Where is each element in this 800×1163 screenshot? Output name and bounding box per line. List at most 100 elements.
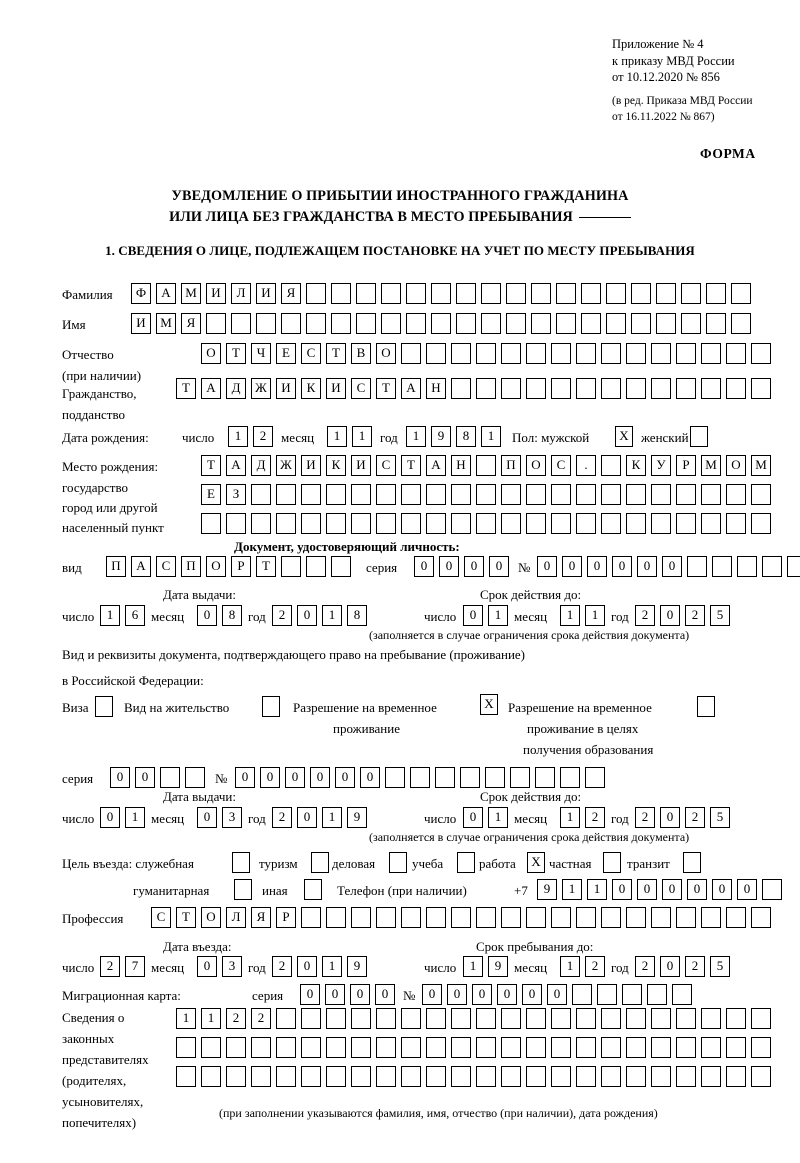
comb-cell[interactable]: В bbox=[351, 343, 371, 364]
comb-cell[interactable] bbox=[526, 907, 546, 928]
comb-cell[interactable]: Д bbox=[226, 378, 246, 399]
comb-cell[interactable]: А bbox=[226, 455, 246, 476]
comb-cell[interactable]: 0 bbox=[335, 767, 355, 788]
comb-cell[interactable]: Н bbox=[426, 378, 446, 399]
comb-cell[interactable]: 0 bbox=[110, 767, 130, 788]
comb-cell[interactable] bbox=[306, 283, 326, 304]
comb-cell[interactable] bbox=[401, 1008, 421, 1029]
comb-cell[interactable]: 0 bbox=[463, 807, 483, 828]
comb-cell[interactable] bbox=[351, 907, 371, 928]
comb-cell[interactable] bbox=[410, 767, 430, 788]
comb-cell[interactable]: 0 bbox=[522, 984, 542, 1005]
comb-cell[interactable]: Е bbox=[201, 484, 221, 505]
comb-cell[interactable]: 9 bbox=[537, 879, 557, 900]
comb-cell[interactable]: 0 bbox=[712, 879, 732, 900]
comb-cell[interactable] bbox=[426, 343, 446, 364]
comb-cell[interactable] bbox=[356, 313, 376, 334]
comb-cell[interactable]: 1 bbox=[327, 426, 347, 447]
comb-cell[interactable]: 0 bbox=[660, 807, 680, 828]
comb-cell[interactable] bbox=[306, 556, 326, 577]
comb-cell[interactable] bbox=[301, 1066, 321, 1087]
comb-cell[interactable] bbox=[687, 556, 707, 577]
comb-cell[interactable] bbox=[626, 378, 646, 399]
comb-cell[interactable] bbox=[706, 283, 726, 304]
purpose-official-checkbox[interactable] bbox=[232, 852, 250, 873]
comb-cell[interactable]: 0 bbox=[637, 556, 657, 577]
comb-cell[interactable] bbox=[526, 1066, 546, 1087]
comb-cell[interactable] bbox=[476, 484, 496, 505]
comb-cell[interactable]: 1 bbox=[562, 879, 582, 900]
comb-cell[interactable] bbox=[726, 1008, 746, 1029]
comb-cell[interactable]: 2 bbox=[253, 426, 273, 447]
comb-cell[interactable]: 0 bbox=[100, 807, 120, 828]
comb-cell[interactable] bbox=[762, 556, 782, 577]
comb-cell[interactable] bbox=[601, 1066, 621, 1087]
comb-cell[interactable] bbox=[351, 1008, 371, 1029]
comb-cell[interactable] bbox=[726, 907, 746, 928]
comb-cell[interactable]: 2 bbox=[272, 605, 292, 626]
comb-cell[interactable] bbox=[701, 513, 721, 534]
comb-cell[interactable]: А bbox=[131, 556, 151, 577]
comb-cell[interactable]: 2 bbox=[100, 956, 120, 977]
comb-cell[interactable] bbox=[456, 313, 476, 334]
comb-cell[interactable] bbox=[326, 907, 346, 928]
comb-cell[interactable] bbox=[451, 343, 471, 364]
comb-cell[interactable] bbox=[551, 907, 571, 928]
comb-cell[interactable] bbox=[626, 1066, 646, 1087]
comb-cell[interactable] bbox=[185, 767, 205, 788]
comb-cell[interactable] bbox=[276, 1066, 296, 1087]
comb-cell[interactable] bbox=[276, 1037, 296, 1058]
comb-cell[interactable] bbox=[176, 1066, 196, 1087]
comb-cell[interactable] bbox=[501, 343, 521, 364]
comb-cell[interactable]: 0 bbox=[547, 984, 567, 1005]
comb-cell[interactable] bbox=[276, 1008, 296, 1029]
temp-residence-checkbox[interactable]: X bbox=[480, 694, 498, 715]
comb-cell[interactable]: П bbox=[501, 455, 521, 476]
comb-cell[interactable]: О bbox=[526, 455, 546, 476]
comb-cell[interactable] bbox=[576, 1008, 596, 1029]
comb-cell[interactable] bbox=[712, 556, 732, 577]
comb-cell[interactable] bbox=[485, 767, 505, 788]
comb-cell[interactable]: А bbox=[201, 378, 221, 399]
comb-cell[interactable]: 0 bbox=[260, 767, 280, 788]
comb-cell[interactable]: 0 bbox=[360, 767, 380, 788]
comb-cell[interactable]: Ж bbox=[251, 378, 271, 399]
comb-cell[interactable] bbox=[331, 556, 351, 577]
comb-cell[interactable] bbox=[501, 378, 521, 399]
comb-cell[interactable] bbox=[201, 1037, 221, 1058]
comb-cell[interactable] bbox=[731, 313, 751, 334]
comb-cell[interactable] bbox=[281, 556, 301, 577]
comb-cell[interactable] bbox=[381, 283, 401, 304]
comb-cell[interactable]: 8 bbox=[456, 426, 476, 447]
comb-cell[interactable]: 0 bbox=[197, 956, 217, 977]
comb-cell[interactable] bbox=[701, 1066, 721, 1087]
comb-cell[interactable] bbox=[501, 513, 521, 534]
comb-cell[interactable] bbox=[401, 1037, 421, 1058]
comb-cell[interactable]: Т bbox=[256, 556, 276, 577]
comb-cell[interactable]: 5 bbox=[710, 807, 730, 828]
comb-cell[interactable] bbox=[476, 1066, 496, 1087]
comb-cell[interactable] bbox=[656, 313, 676, 334]
comb-cell[interactable] bbox=[751, 1037, 771, 1058]
comb-cell[interactable] bbox=[676, 343, 696, 364]
comb-cell[interactable] bbox=[476, 455, 496, 476]
comb-cell[interactable] bbox=[251, 513, 271, 534]
comb-cell[interactable]: 2 bbox=[226, 1008, 246, 1029]
comb-cell[interactable] bbox=[601, 484, 621, 505]
purpose-other-checkbox[interactable] bbox=[304, 879, 322, 900]
comb-cell[interactable]: 0 bbox=[463, 605, 483, 626]
comb-cell[interactable] bbox=[376, 907, 396, 928]
comb-cell[interactable] bbox=[651, 907, 671, 928]
comb-cell[interactable]: 0 bbox=[637, 879, 657, 900]
comb-cell[interactable]: 1 bbox=[560, 605, 580, 626]
comb-cell[interactable]: 2 bbox=[272, 956, 292, 977]
comb-cell[interactable]: А bbox=[156, 283, 176, 304]
comb-cell[interactable]: 9 bbox=[347, 956, 367, 977]
